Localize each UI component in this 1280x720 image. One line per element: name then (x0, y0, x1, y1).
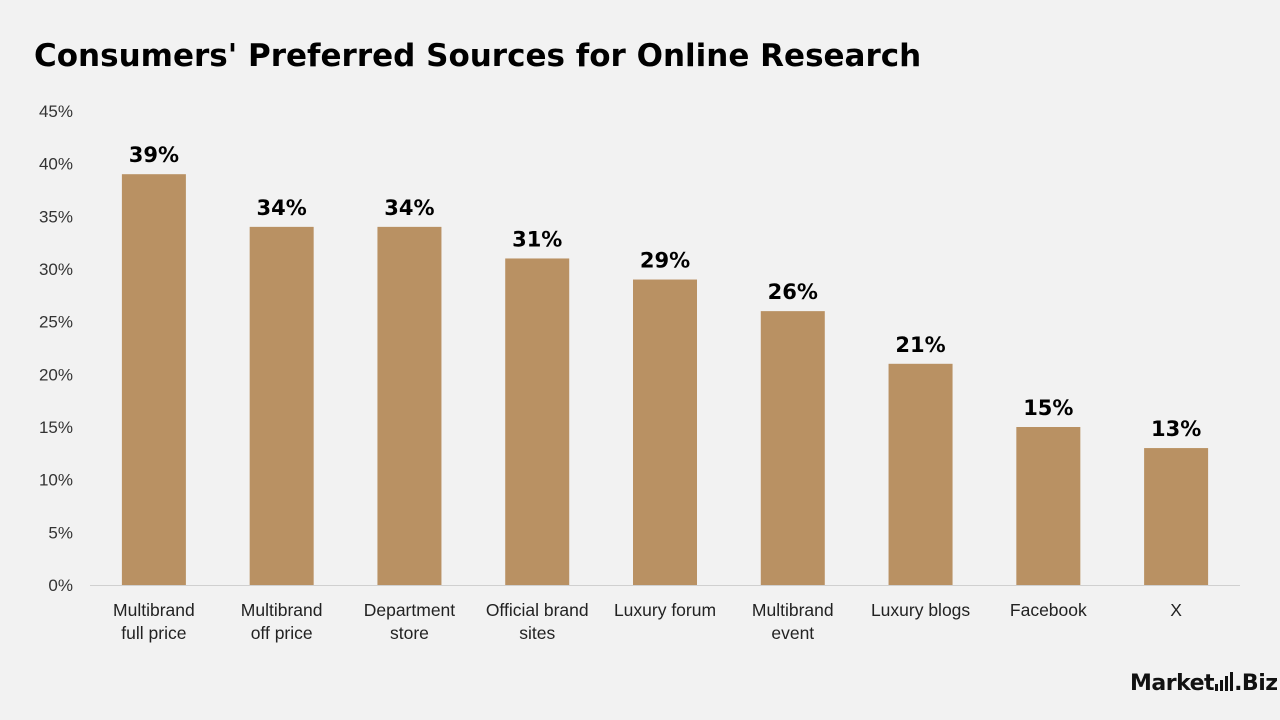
x-axis: Multibrand full price Multibrand off price D… (113, 600, 1182, 643)
y-tick-label: 25% (39, 313, 73, 332)
bar (1144, 448, 1209, 585)
y-tick-label: 45% (39, 102, 73, 121)
y-tick-label: 30% (39, 260, 73, 279)
chart-title: Consumers' Preferred Sources for Online … (34, 38, 922, 74)
data-label: 29% (640, 249, 690, 273)
y-tick-label: 10% (39, 471, 73, 490)
y-tick-label: 35% (39, 207, 73, 226)
x-tick-label: Multibrand full price (113, 600, 195, 643)
x-tick-label: Multibrand off price (241, 600, 323, 643)
x-tick-label: Multibrand event (752, 600, 834, 643)
data-label: 31% (512, 227, 562, 251)
bar (1016, 427, 1081, 585)
data-label: 26% (768, 280, 818, 304)
logo-text-market: Market (1130, 671, 1215, 696)
x-tick-label: Luxury forum (614, 600, 716, 620)
bar (505, 258, 570, 585)
data-label: 13% (1151, 417, 1201, 441)
data-label: 15% (1023, 396, 1073, 420)
y-tick-label: 0% (48, 576, 73, 595)
x-tick-label: Luxury blogs (871, 600, 970, 620)
y-tick-label: 15% (39, 418, 73, 437)
y-tick-label: 40% (39, 155, 73, 174)
data-labels: 39% 34% 34% 31% 29% 26% 21% 15% 13% (129, 143, 1201, 441)
bar (377, 226, 442, 585)
data-label: 21% (895, 333, 945, 357)
data-label: 39% (129, 143, 179, 167)
x-tick-label: Facebook (1010, 600, 1087, 620)
logo-text-biz: .Biz (1234, 671, 1278, 696)
bar-chart-icon (1215, 672, 1234, 691)
bar (760, 311, 825, 585)
data-label: 34% (257, 196, 307, 220)
y-tick-label: 5% (48, 523, 73, 542)
x-tick-label: Department store (364, 600, 456, 643)
bar (888, 363, 953, 585)
x-tick-label: X (1170, 600, 1182, 620)
y-tick-label: 20% (39, 365, 73, 384)
bars (121, 174, 1209, 585)
bar (633, 279, 697, 585)
data-label: 34% (384, 196, 434, 220)
bar (249, 226, 314, 585)
y-axis: 0% 5% 10% 15% 20% 25% 30% 35% 40% 45% (39, 102, 73, 595)
market-biz-logo: Market .Biz (1130, 672, 1278, 695)
bar (121, 174, 186, 585)
x-tick-label: Official brand sites (486, 600, 589, 643)
